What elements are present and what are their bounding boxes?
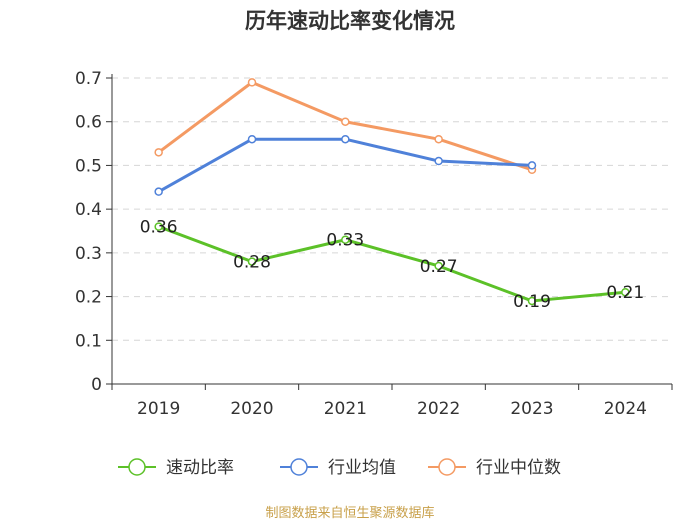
data-label: 0.28: [233, 253, 271, 273]
x-tick-label: 2019: [137, 399, 180, 419]
x-tick-label: 2023: [510, 399, 553, 419]
legend-marker: [438, 458, 456, 476]
legend-item-0: 速动比率: [118, 458, 234, 478]
legend-marker: [290, 458, 308, 476]
legend-label: 行业中位数: [476, 458, 561, 478]
data-label: 0.19: [513, 292, 551, 312]
x-tick-label: 2022: [417, 399, 460, 419]
data-point: [527, 161, 537, 170]
y-tick-label: 0.2: [75, 288, 102, 308]
data-point: [434, 134, 443, 144]
y-tick-label: 0.6: [75, 113, 102, 133]
x-tick-label: 2020: [230, 399, 273, 419]
data-point: [621, 287, 630, 297]
y-tick-label: 0.5: [75, 156, 102, 176]
series-2: [154, 78, 537, 175]
data-point: [154, 222, 163, 231]
grid: [112, 77, 672, 341]
chart-title: 历年速动比率变化情况: [245, 9, 455, 33]
data-label: 0.27: [420, 257, 458, 277]
legend-marker: [128, 458, 146, 476]
legend-item-1: 行业均值: [280, 458, 396, 478]
series-line: [157, 80, 533, 172]
data-label: 0.21: [606, 283, 644, 303]
data-point: [527, 296, 537, 306]
y-tick-label: 0.3: [75, 244, 102, 264]
axes: 0 0.1 0.2 0.3 0.4 0.5 0.6 0.7 2019 2020 2021 2022 20…: [75, 69, 673, 419]
data-label: 0.36: [140, 218, 178, 238]
series-group: 0.36 0.28 0.33 0.27 0.19 0.21: [140, 78, 645, 312]
data-point: [341, 117, 350, 126]
data-label: 0.33: [326, 231, 364, 251]
source-note: 制图数据来自恒生聚源数据库: [265, 505, 434, 521]
series-1: [154, 134, 537, 196]
data-point: [247, 257, 257, 266]
data-point: [434, 261, 443, 271]
y-tick-label: 0.7: [75, 69, 102, 89]
x-tick-label: 2021: [324, 399, 367, 419]
x-tick-label: 2024: [604, 399, 647, 419]
series-0: 0.36 0.28 0.33 0.27 0.19 0.21: [140, 218, 645, 312]
data-point: [247, 78, 257, 87]
legend-item-2: 行业中位数: [428, 458, 561, 478]
data-point: [154, 187, 163, 196]
legend: 速动比率 行业均值 行业中位数: [118, 458, 561, 478]
data-point: [341, 134, 350, 144]
y-tick-label: 0: [91, 375, 102, 395]
legend-label: 行业均值: [328, 458, 396, 478]
y-tick-label: 0.1: [75, 331, 102, 351]
data-point: [154, 148, 163, 157]
data-point: [434, 156, 443, 166]
legend-label: 速动比率: [166, 458, 234, 478]
y-tick-label: 0.4: [75, 200, 102, 220]
data-point: [247, 134, 257, 144]
data-point: [341, 235, 350, 244]
series-line: [158, 225, 626, 303]
